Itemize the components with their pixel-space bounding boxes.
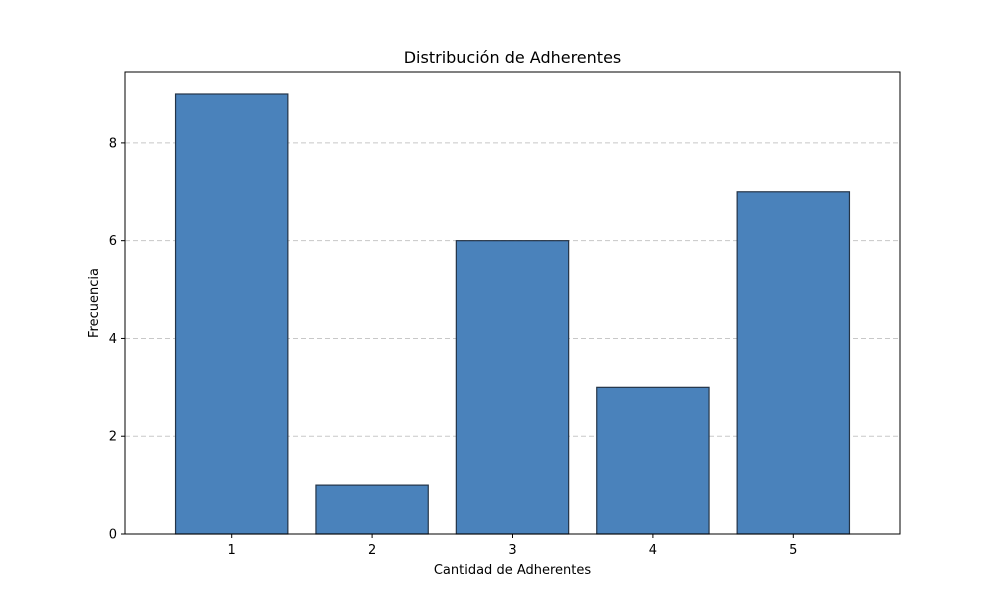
bar-1 — [174, 93, 289, 535]
x-axis-label: Cantidad de Adherentes — [434, 563, 592, 578]
x-tick-label-3: 3 — [508, 543, 516, 558]
bars — [174, 93, 851, 535]
bar-5 — [736, 191, 851, 535]
bar-4 — [596, 386, 710, 535]
y-axis-ticks: 0 2 4 6 8 — [109, 136, 125, 543]
y-tick-label-0: 0 — [109, 528, 117, 543]
y-axis-label: Frecuencia — [87, 268, 102, 338]
chart-title: Distribución de Adherentes — [404, 48, 622, 67]
y-tick-label-4: 4 — [109, 332, 117, 347]
bar-2 — [315, 484, 429, 535]
bar-3 — [455, 240, 570, 535]
y-tick-label-6: 6 — [109, 234, 117, 249]
x-tick-label-2: 2 — [368, 543, 376, 558]
y-tick-label-2: 2 — [109, 430, 117, 445]
x-axis-ticks: 1 2 3 4 5 — [228, 534, 797, 558]
x-tick-label-4: 4 — [649, 543, 657, 558]
x-tick-label-5: 5 — [789, 543, 797, 558]
y-tick-label-8: 8 — [109, 136, 117, 151]
x-tick-label-1: 1 — [228, 543, 236, 558]
